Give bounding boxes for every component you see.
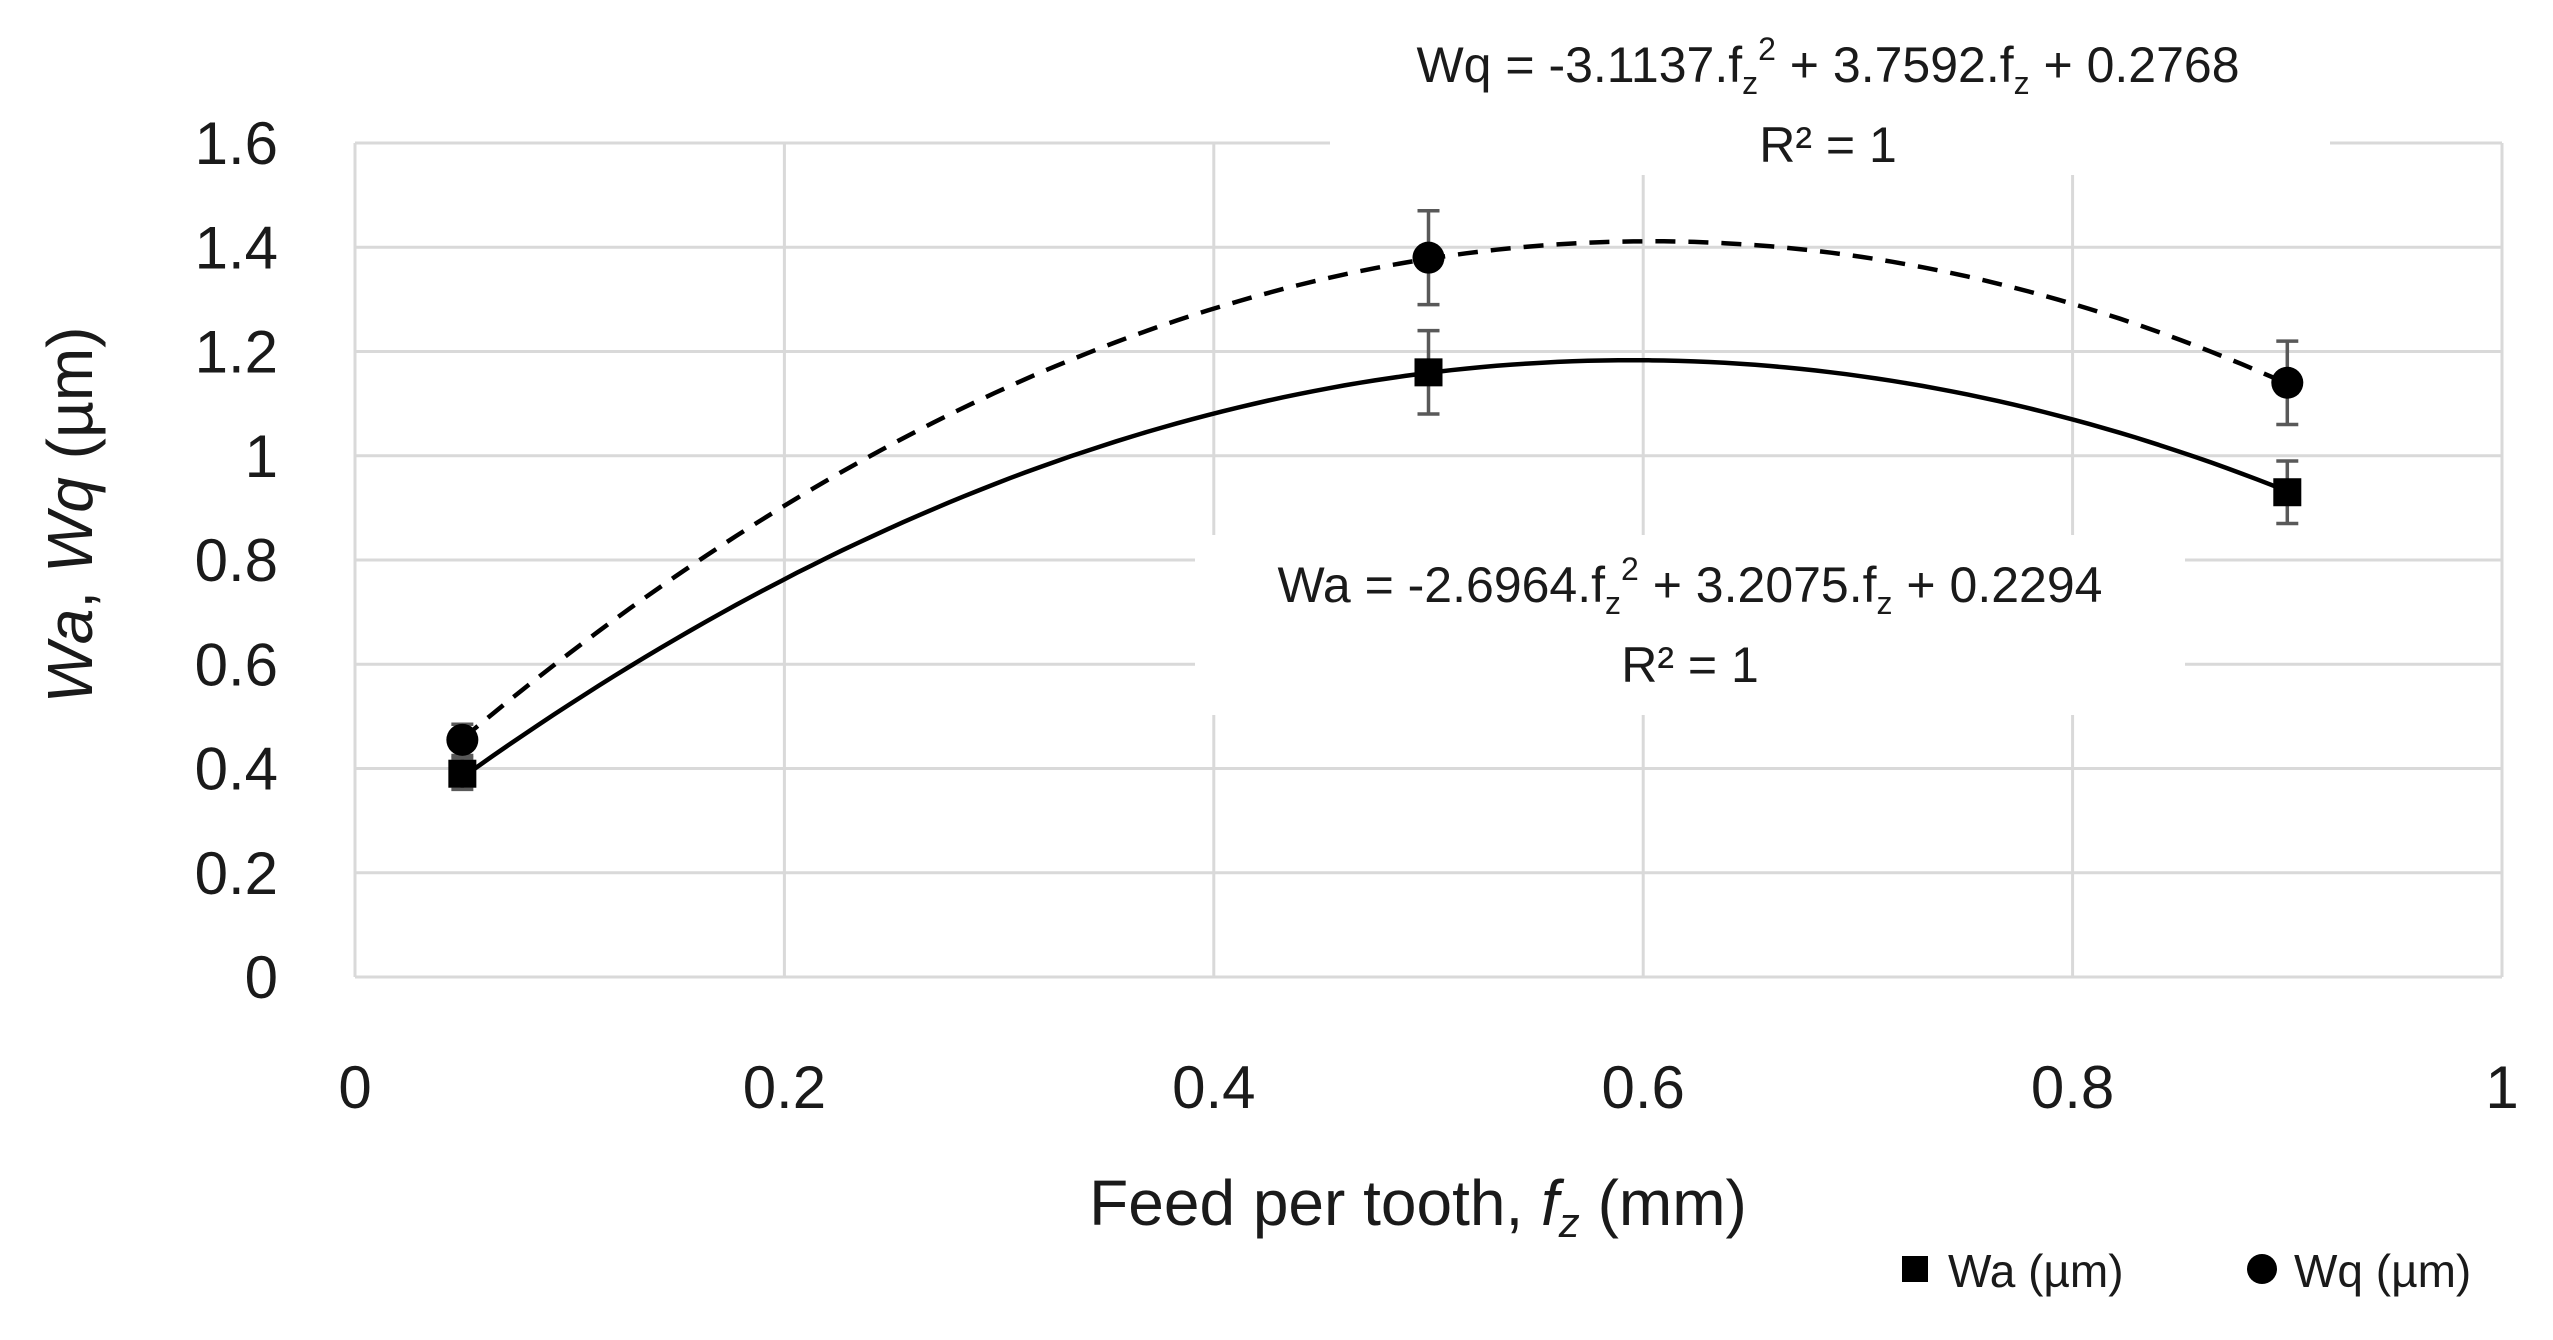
x-tick-label: 0.2	[743, 1054, 826, 1121]
legend-label-wa: Wa (µm)	[1948, 1245, 2124, 1297]
y-tick-label: 0	[245, 944, 278, 1011]
trendline-wa	[461, 357, 2289, 780]
y-tick-label: 0.2	[195, 840, 278, 907]
y-tick-label: 1.2	[195, 319, 278, 386]
trendlines	[460, 239, 2289, 780]
equation-wq-r2: R² = 1	[1759, 117, 1897, 173]
y-tick-label: 0.8	[195, 527, 278, 594]
y-tick-label: 1	[245, 423, 278, 490]
legend-marker-circle	[2247, 1254, 2277, 1284]
equation-wa-background	[1195, 535, 2185, 715]
data-point-wq	[446, 723, 479, 756]
y-tick-label: 1.6	[195, 110, 278, 177]
y-tick-label: 0.4	[195, 736, 278, 803]
x-tick-label: 0	[338, 1054, 371, 1121]
x-tick-label: 0.8	[2031, 1054, 2114, 1121]
y-tick-label: 1.4	[195, 214, 278, 281]
data-point-wa	[448, 759, 477, 788]
y-tick-label: 0.6	[195, 631, 278, 698]
equation-wq: Wq = -3.1137.fz2 + 3.7592.fz + 0.2768	[1416, 31, 2239, 101]
x-tick-label: 0.4	[1172, 1054, 1255, 1121]
legend: Wa (µm) Wq (µm)	[1902, 1245, 2471, 1297]
data-point-wq	[1412, 241, 1445, 274]
x-tick-labels: 0 0.2 0.4 0.6 0.8 1	[338, 1054, 2518, 1121]
legend-label-wq: Wq (µm)	[2294, 1245, 2471, 1297]
data-markers	[446, 241, 2304, 788]
legend-marker-square	[1902, 1256, 1928, 1282]
x-tick-label: 0.6	[1601, 1054, 1684, 1121]
y-tick-labels: 0 0.2 0.4 0.6 0.8 1 1.2 1.4 1.6	[195, 110, 278, 1011]
data-point-wa	[1414, 358, 1443, 387]
data-point-wa	[2273, 478, 2302, 507]
y-axis-title: Wa, Wq (µm)	[34, 327, 106, 704]
x-tick-label: 1	[2485, 1054, 2518, 1121]
equation-wa-r2: R² = 1	[1621, 637, 1759, 693]
data-point-wq	[2271, 366, 2304, 399]
trendline-wq	[460, 239, 2289, 741]
equation-wq-background	[1330, 10, 2330, 175]
x-axis-title: Feed per tooth, fz (mm)	[1089, 1167, 1747, 1246]
equation-wa: Wa = -2.6964.fz2 + 3.2075.fz + 0.2294	[1278, 551, 2103, 621]
